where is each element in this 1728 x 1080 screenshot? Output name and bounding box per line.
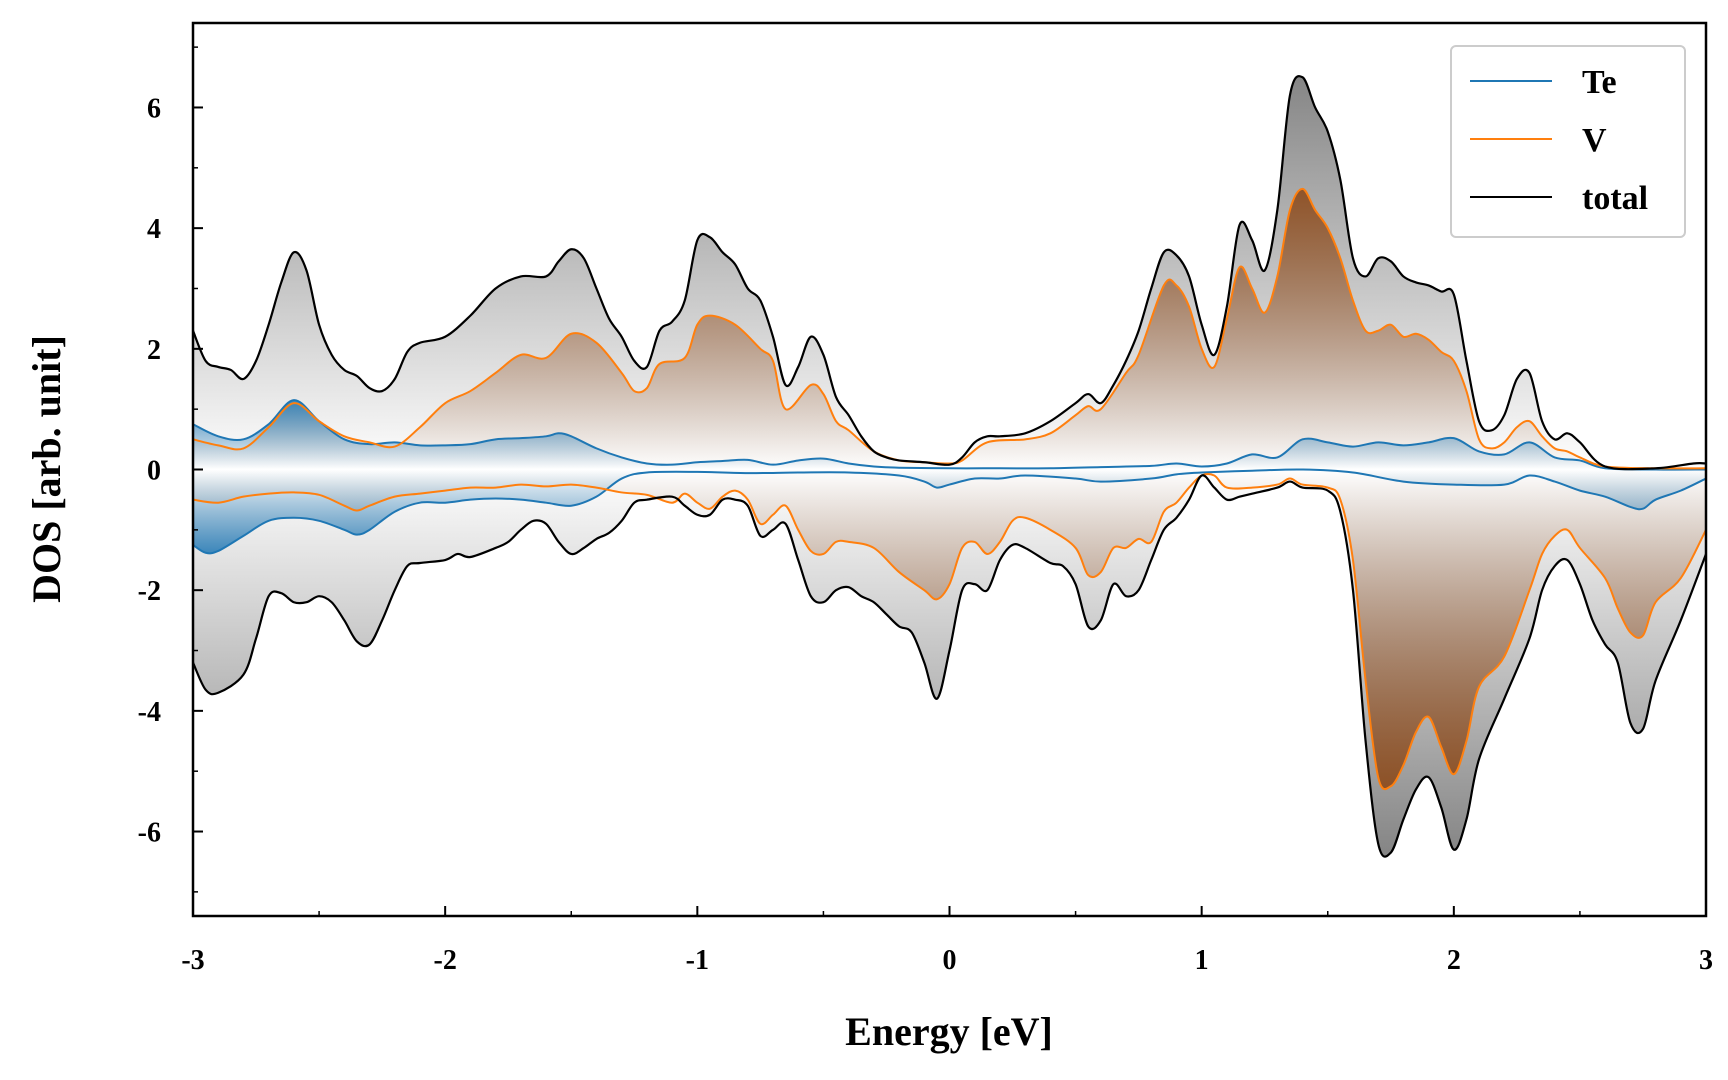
y-tick-label: -6 <box>138 818 161 849</box>
x-axis: -3 -2 -1 0 1 2 3 <box>181 906 1713 976</box>
x-tick-label: -2 <box>434 945 457 976</box>
line-te-down <box>192 468 1707 555</box>
x-tick-label: -3 <box>181 945 204 976</box>
legend-label-v: V <box>1582 122 1607 159</box>
x-tick-label: 2 <box>1447 945 1461 976</box>
y-tick-label: -4 <box>138 697 161 728</box>
fill-v-up <box>193 188 1706 470</box>
y-tick-label: 4 <box>147 214 161 245</box>
legend-label-total: total <box>1582 180 1648 217</box>
x-tick-label: 3 <box>1699 945 1713 976</box>
line-total-down <box>191 474 1708 858</box>
fill-te-up <box>193 400 1706 470</box>
x-axis-label: Energy [eV] <box>845 1009 1053 1054</box>
legend-label-te: Te <box>1582 64 1617 101</box>
y-axis: 6 4 2 0 -2 -4 -6 <box>138 46 203 893</box>
y-axis-label: DOS [arb. unit] <box>24 335 69 603</box>
y-tick-label: 0 <box>147 456 161 487</box>
line-v-down <box>192 473 1707 791</box>
line-total-up <box>191 75 1707 471</box>
fill-te-down <box>193 469 1706 554</box>
line-v-up <box>192 187 1707 470</box>
y-tick-label: 2 <box>147 335 161 366</box>
legend-box <box>1450 45 1686 238</box>
x-tick-label: 0 <box>943 945 957 976</box>
line-te-up <box>192 399 1707 471</box>
series-lines <box>191 75 1708 858</box>
y-tick-label: 6 <box>147 93 161 124</box>
y-tick-label: -2 <box>138 576 161 607</box>
x-tick-label: -1 <box>686 945 709 976</box>
x-tick-label: 1 <box>1195 945 1209 976</box>
area-fills <box>193 76 1706 857</box>
